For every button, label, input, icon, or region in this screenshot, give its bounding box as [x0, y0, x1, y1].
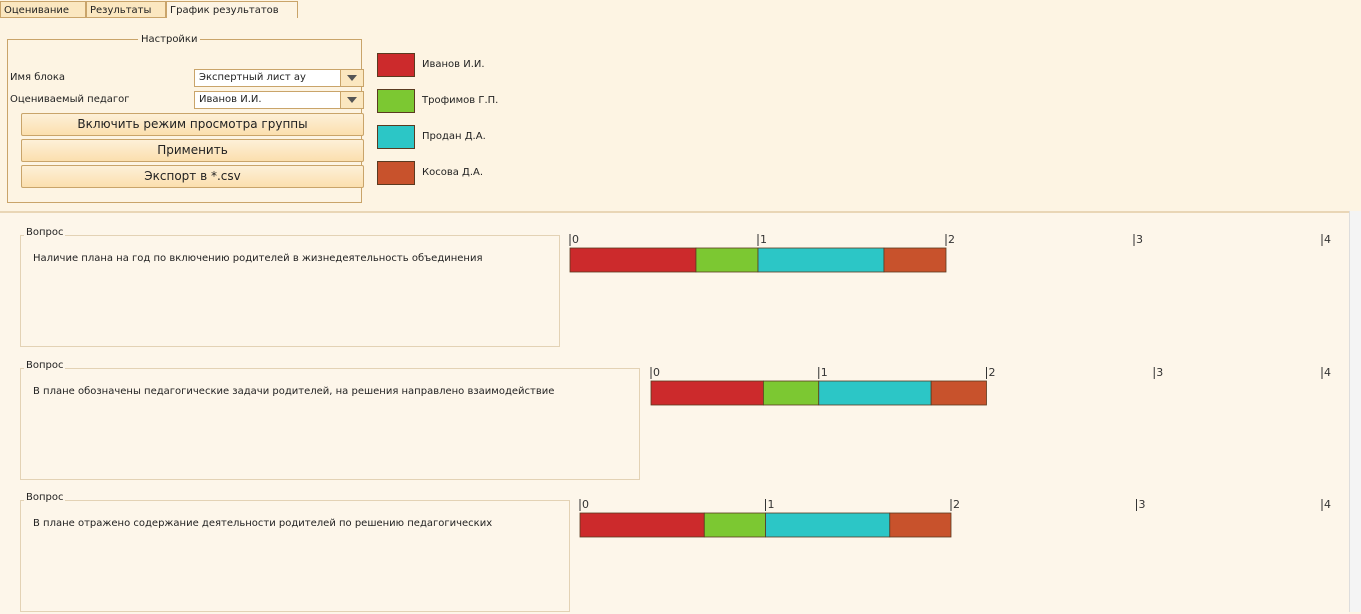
- tick-label: 2: [989, 366, 996, 379]
- bar-segment: [930, 380, 987, 406]
- combo-box[interactable]: Экспертный лист ау: [194, 69, 364, 87]
- tick-label: 0: [572, 233, 579, 246]
- bar-chart: 0 1 2 3 4: [579, 498, 1331, 538]
- question-box: В плане обозначены педагогические задачи…: [20, 368, 640, 480]
- tick-label: 2: [948, 233, 955, 246]
- combo-arrow[interactable]: [340, 70, 363, 86]
- settings-title: Настройки: [141, 34, 198, 45]
- question-text: В плане отражено содержание деятельности…: [33, 518, 493, 529]
- question-label: Вопрос: [24, 360, 66, 371]
- field-label: Имя блока: [10, 72, 66, 83]
- tick-label: 0: [653, 366, 660, 379]
- bar-segment: [695, 247, 759, 273]
- tick-label: 4: [1324, 366, 1331, 379]
- tick-label: 4: [1324, 498, 1331, 511]
- tick-label: 2: [953, 498, 960, 511]
- tick-label: 0: [582, 498, 589, 511]
- tick-label: 3: [1136, 233, 1143, 246]
- legend-swatch: [377, 89, 415, 113]
- bar-segment: [762, 380, 820, 406]
- tab[interactable]: График результатов: [166, 1, 298, 18]
- combo-value: Иванов И.И.: [199, 94, 262, 105]
- tick-label: 1: [821, 366, 828, 379]
- question-text: Наличие плана на год по включению родите…: [33, 253, 483, 264]
- legend-swatch: [377, 161, 415, 185]
- bar-segment: [765, 512, 891, 538]
- bar-segment: [579, 512, 705, 538]
- bar-segment: [703, 512, 766, 538]
- tick-label: 1: [768, 498, 775, 511]
- combo-box[interactable]: Иванов И.И.: [194, 91, 364, 109]
- bar-segment: [818, 380, 932, 406]
- tick-label: 4: [1324, 233, 1331, 246]
- question-label: Вопрос: [24, 227, 66, 238]
- button[interactable]: Экспорт в *.csv: [21, 165, 364, 188]
- scrollbar[interactable]: [1349, 211, 1361, 612]
- question-label: Вопрос: [24, 492, 66, 503]
- tab[interactable]: Результаты: [86, 1, 166, 18]
- legend-swatch: [377, 125, 415, 149]
- legend-swatch: [377, 53, 415, 77]
- question-box: Наличие плана на год по включению родите…: [20, 235, 560, 347]
- bar-chart: 0 1 2 3 4: [569, 233, 1331, 273]
- question-text: В плане обозначены педагогические задачи…: [33, 386, 555, 397]
- combo-value: Экспертный лист ау: [199, 72, 306, 83]
- field-label: Оцениваемый педагог: [10, 94, 130, 105]
- results-area: Наличие плана на год по включению родите…: [0, 211, 1349, 614]
- tick-label: 3: [1139, 498, 1146, 511]
- settings-panel: Настройки Имя блока Экспертный лист ау Оце…: [7, 34, 364, 203]
- combo-arrow[interactable]: [340, 92, 363, 108]
- legend-name: Продан Д.А.: [422, 131, 486, 142]
- bar-chart: 0 1 2 3 4: [650, 366, 1331, 406]
- button[interactable]: Включить режим просмотра группы: [21, 113, 364, 136]
- bar-segment: [757, 247, 885, 273]
- legend-name: Косова Д.А.: [422, 167, 484, 178]
- bar-segment: [650, 380, 764, 406]
- bar-segment: [889, 512, 952, 538]
- tab[interactable]: Оценивание: [0, 1, 86, 18]
- legend-name: Иванов И.И.: [422, 59, 485, 70]
- tick-label: 3: [1156, 366, 1163, 379]
- bar-segment: [883, 247, 947, 273]
- bar-segment: [569, 247, 697, 273]
- button[interactable]: Применить: [21, 139, 364, 162]
- legend-name: Трофимов Г.П.: [422, 95, 499, 106]
- tick-label: 1: [760, 233, 767, 246]
